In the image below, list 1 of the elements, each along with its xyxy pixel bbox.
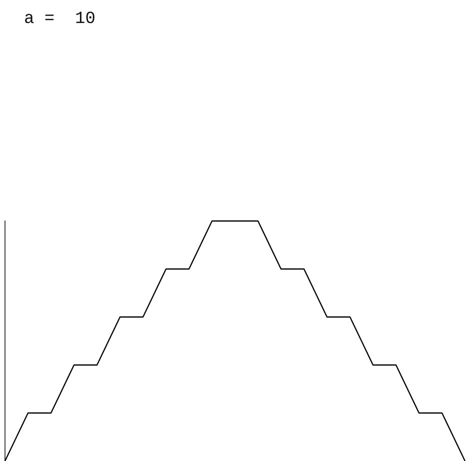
text: a = 10 [24, 10, 96, 29]
